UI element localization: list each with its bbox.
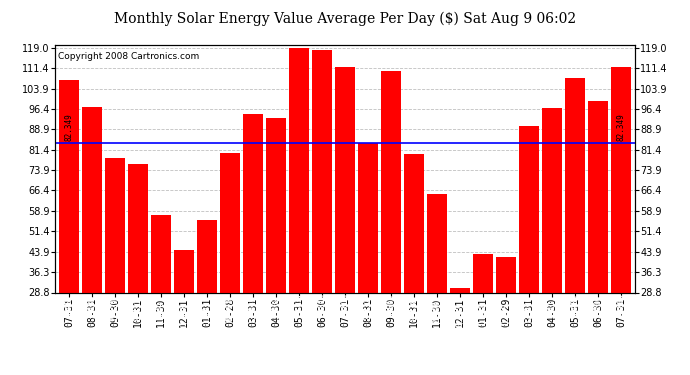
Text: 3.566: 3.566 xyxy=(386,294,395,316)
Text: 3.117: 3.117 xyxy=(547,296,557,318)
Bar xyxy=(450,288,470,370)
Text: Copyright 2008 Cartronics.com: Copyright 2008 Cartronics.com xyxy=(58,53,199,62)
Bar xyxy=(404,154,424,370)
Text: 3.813: 3.813 xyxy=(317,292,326,315)
Text: 2.096: 2.096 xyxy=(433,300,442,323)
Bar xyxy=(289,48,309,370)
Bar xyxy=(542,108,562,370)
Text: 3.200: 3.200 xyxy=(593,295,602,318)
Text: 2.583: 2.583 xyxy=(226,298,235,321)
Text: 0.987: 0.987 xyxy=(455,304,464,327)
Text: 2.451: 2.451 xyxy=(133,298,143,321)
Text: 3.837: 3.837 xyxy=(295,292,304,315)
Bar xyxy=(59,80,79,370)
Text: 1.791: 1.791 xyxy=(202,301,212,324)
Bar xyxy=(151,215,171,370)
Text: 3.483: 3.483 xyxy=(571,294,580,317)
Text: 1.355: 1.355 xyxy=(502,303,511,326)
Bar xyxy=(175,251,194,370)
Text: 2.906: 2.906 xyxy=(524,296,533,320)
Text: 3.604: 3.604 xyxy=(616,293,626,316)
Text: 1.381: 1.381 xyxy=(478,303,488,326)
Bar xyxy=(611,68,631,370)
Text: 3.045: 3.045 xyxy=(248,296,257,319)
Text: 82.349: 82.349 xyxy=(616,113,626,141)
Text: 3.136: 3.136 xyxy=(88,295,97,318)
Bar xyxy=(381,70,401,370)
Text: Monthly Solar Energy Value Average Per Day ($) Sat Aug 9 06:02: Monthly Solar Energy Value Average Per D… xyxy=(114,11,576,26)
Text: 2.578: 2.578 xyxy=(409,298,419,321)
Text: 82.349: 82.349 xyxy=(64,113,74,141)
Text: 3.452: 3.452 xyxy=(64,294,74,317)
Bar xyxy=(588,102,608,370)
Bar xyxy=(266,118,286,370)
Bar xyxy=(358,142,378,370)
Text: 1.430: 1.430 xyxy=(179,303,188,326)
Text: 3.613: 3.613 xyxy=(340,293,350,316)
Bar xyxy=(220,153,240,370)
Bar xyxy=(82,107,102,370)
Text: 2.712: 2.712 xyxy=(364,297,373,320)
Bar xyxy=(312,50,332,370)
Bar xyxy=(496,256,515,370)
Bar xyxy=(473,255,493,370)
Bar xyxy=(197,220,217,370)
Bar xyxy=(565,78,585,370)
Bar xyxy=(243,114,263,370)
Text: 3.002: 3.002 xyxy=(271,296,281,319)
Bar xyxy=(427,194,447,370)
Bar xyxy=(105,158,125,370)
Bar xyxy=(335,67,355,370)
Text: 2.529: 2.529 xyxy=(110,298,119,321)
Text: 1.849: 1.849 xyxy=(157,301,166,324)
Bar xyxy=(519,126,539,370)
Bar xyxy=(128,165,148,370)
